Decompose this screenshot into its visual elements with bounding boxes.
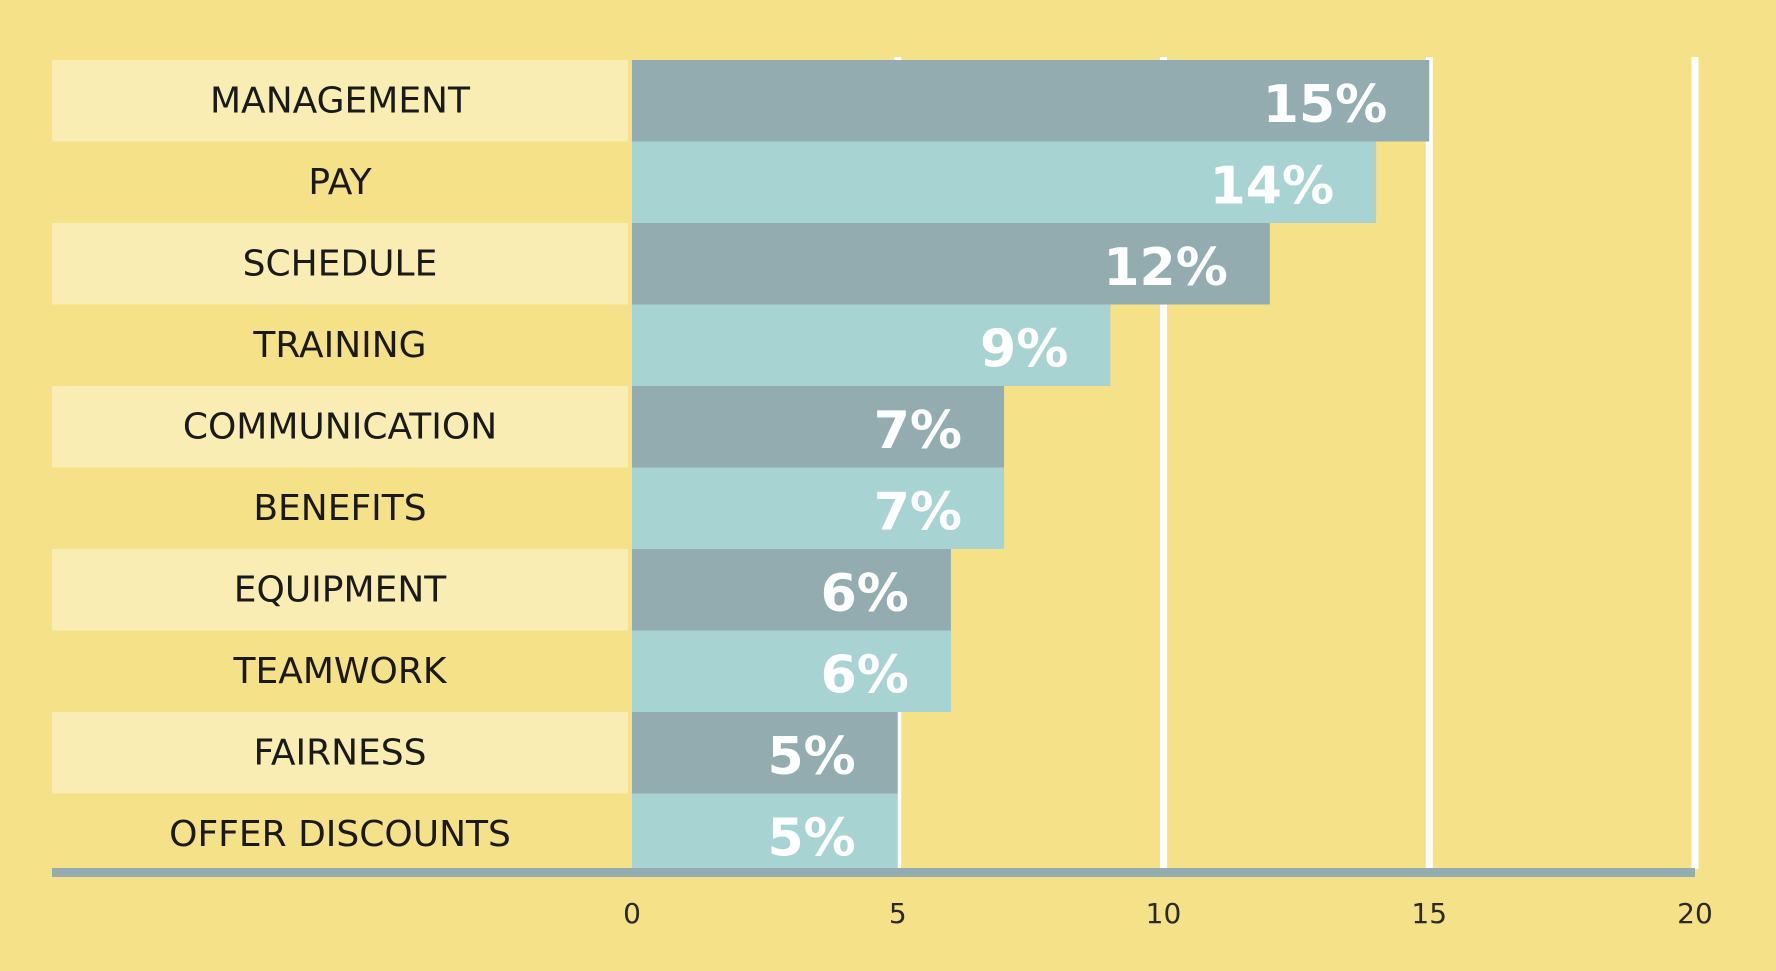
bar (632, 223, 1270, 305)
tick-label: 0 (623, 897, 641, 930)
category-label: MANAGEMENT (210, 80, 471, 121)
label-band (52, 223, 628, 305)
value-label: 12% (1103, 238, 1227, 298)
bar (632, 141, 1377, 223)
category-label: FAIRNESS (253, 732, 426, 773)
category-label: PAY (308, 162, 372, 203)
label-band (52, 630, 628, 712)
value-label: 15% (1263, 75, 1387, 135)
category-label: TRAINING (252, 325, 426, 366)
bar (632, 304, 1111, 386)
label-band (52, 141, 628, 223)
label-band (52, 386, 628, 468)
category-label-bands (52, 60, 628, 875)
bar (632, 549, 951, 631)
bar-series (632, 60, 1430, 875)
value-label: 5% (767, 808, 855, 868)
gridline (1425, 57, 1433, 869)
value-label: 7% (874, 401, 962, 461)
tick-label: 20 (1677, 897, 1713, 930)
gridline (1160, 57, 1167, 869)
category-label: TEAMWORK (233, 651, 448, 692)
value-label: 9% (980, 319, 1068, 379)
bar (632, 712, 898, 794)
bar (632, 60, 1430, 142)
category-label: OFFER DISCOUNTS (169, 814, 511, 855)
category-labels: MANAGEMENT PAY SCHEDULE TRAINING COMMUNICATI… (169, 80, 511, 855)
value-label: 6% (821, 645, 909, 705)
x-axis (52, 868, 1695, 877)
label-band (52, 304, 628, 386)
label-band (52, 467, 628, 549)
label-band (52, 712, 628, 794)
label-band (52, 793, 628, 875)
tick-label: 10 (1146, 897, 1182, 930)
bar (632, 386, 1005, 468)
value-labels: 15% 14% 12% 9% 7% 7% 6% 6% 5% 5% (767, 75, 1387, 869)
category-label: COMMUNICATION (183, 406, 497, 447)
bar (632, 630, 951, 712)
value-label: 7% (874, 482, 962, 542)
category-label: BENEFITS (253, 488, 426, 529)
category-label: EQUIPMENT (234, 569, 447, 610)
x-axis-line (52, 868, 1695, 877)
category-label: SCHEDULE (243, 243, 438, 284)
label-band (52, 549, 628, 631)
bar (632, 793, 898, 875)
tick-label: 5 (889, 897, 907, 930)
x-axis-tick-labels: 0 5 10 15 20 (623, 897, 1713, 930)
value-label: 14% (1210, 156, 1334, 216)
value-label: 5% (767, 727, 855, 787)
value-label: 6% (821, 564, 909, 624)
gridline (1691, 57, 1699, 869)
label-band (52, 60, 628, 142)
bar (632, 467, 1005, 549)
tick-label: 15 (1411, 897, 1447, 930)
